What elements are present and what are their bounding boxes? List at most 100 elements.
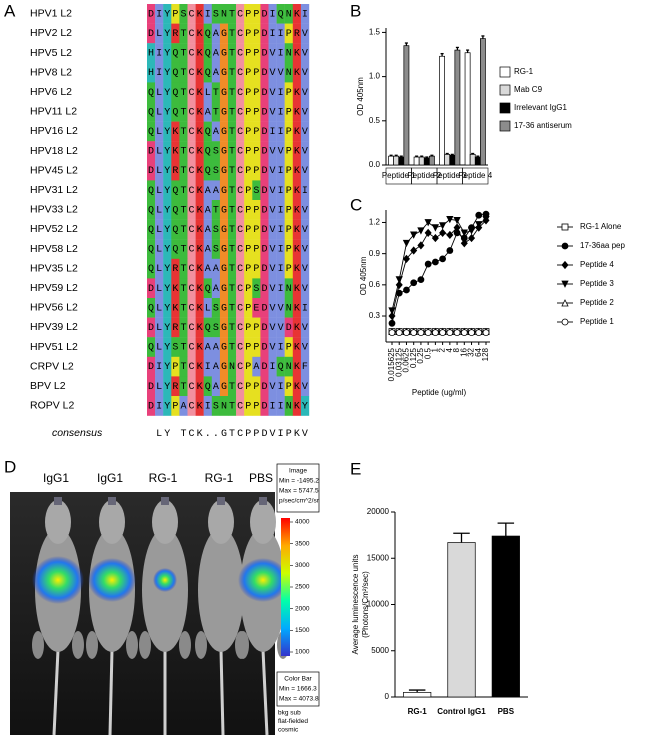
residue-cell [219, 160, 229, 181]
marker [475, 221, 483, 229]
marker [388, 329, 396, 337]
residue-cell [211, 200, 221, 220]
residue-cell [260, 160, 269, 181]
residue-cell [163, 4, 172, 24]
residue-cell [260, 317, 269, 338]
residue-cell [187, 337, 196, 357]
residue-cell [147, 121, 156, 142]
category-box [462, 167, 489, 185]
residue-cell [211, 376, 221, 397]
residue-cell [284, 62, 293, 83]
marker [439, 228, 447, 237]
processing-note: bkg sub [278, 710, 301, 717]
sequence-name: HPV16 L2 [30, 125, 78, 137]
residue-cell [268, 258, 277, 279]
residue-cell [187, 298, 196, 318]
residue-cell [211, 219, 221, 240]
residue-cell [300, 102, 310, 122]
marker [468, 233, 476, 243]
residue-cell [219, 298, 229, 318]
residue-cell [228, 43, 237, 63]
residue-cell [179, 62, 188, 83]
residue-cell [211, 82, 221, 103]
residue-cell [268, 4, 277, 24]
residue-cell [187, 62, 196, 83]
mouse-tail [261, 649, 269, 735]
residue-cell [219, 43, 229, 63]
residue-cell [228, 298, 237, 318]
residue-cell [179, 396, 188, 416]
residue-cell [252, 298, 261, 318]
legend-swatch [499, 102, 511, 114]
residue-cell [252, 160, 261, 181]
residue-cell [147, 317, 156, 338]
marker [453, 223, 461, 232]
residue-cell [292, 23, 302, 44]
bar [469, 154, 476, 166]
marker [446, 247, 454, 254]
residue-cell [228, 160, 237, 181]
residue-cell [228, 317, 237, 338]
sequence-name: HPV8 L2 [30, 66, 72, 78]
bar [413, 156, 420, 166]
residue-cell [300, 239, 310, 259]
group-label: PBS [249, 471, 273, 485]
residue-cell [195, 23, 204, 44]
residue-cell [195, 200, 204, 220]
x-tick-label: Control IgG1 [437, 707, 486, 716]
bar [418, 156, 425, 166]
residue-cell [284, 43, 293, 63]
residue-cell [219, 396, 229, 416]
residue-cell [219, 82, 229, 103]
residue-cell [155, 141, 164, 161]
residue-cell [276, 4, 285, 24]
info-text: Max = 5747.5 [279, 488, 319, 495]
bar [393, 155, 400, 166]
y-tick-label: 0.0 [369, 160, 381, 169]
residue-cell [155, 180, 164, 201]
bar [464, 52, 471, 166]
y-tick-label: 10000 [367, 600, 390, 609]
residue-cell [163, 43, 172, 63]
residue-cell [244, 337, 253, 357]
residue-cell [187, 396, 196, 416]
residue-cell [284, 239, 293, 259]
residue-cell [195, 102, 204, 122]
residue-cell [284, 337, 293, 357]
residue-cell [268, 62, 277, 83]
mouse-leg [86, 631, 98, 659]
residue-cell [292, 102, 302, 122]
residue-cell [203, 23, 212, 44]
residue-cell [187, 4, 196, 24]
sequence-name: HPV33 L2 [30, 204, 78, 216]
residue-cell [203, 43, 212, 63]
residue-cell [300, 43, 310, 63]
residue-cell [179, 356, 188, 377]
residue-cell [268, 356, 277, 377]
marker [431, 329, 439, 337]
legend-marker [561, 242, 569, 250]
legend-label: Peptide 4 [580, 260, 614, 269]
residue-cell [252, 4, 261, 24]
residue-cell [195, 239, 204, 259]
residue-cell [292, 200, 302, 220]
marker [438, 222, 447, 230]
marker [482, 329, 490, 337]
residue-cell [163, 102, 172, 122]
residue-cell [268, 298, 277, 318]
residue-cell [219, 337, 229, 357]
y-tick-label: 0.9 [369, 249, 381, 258]
residue-cell [292, 43, 302, 63]
bar [474, 156, 481, 166]
residue-cell [228, 180, 237, 201]
residue-cell [187, 278, 196, 299]
y-tick-label: 1.2 [369, 218, 381, 227]
legend-marker [561, 299, 569, 307]
marker [395, 276, 403, 284]
group-label: RG-1 [149, 471, 178, 485]
info-box [276, 463, 320, 513]
residue-cell [147, 82, 156, 103]
mouse-head [99, 500, 125, 544]
sequence: LY TCK..GTCPPDVIPKV [148, 429, 308, 440]
signal-blob [153, 568, 177, 592]
